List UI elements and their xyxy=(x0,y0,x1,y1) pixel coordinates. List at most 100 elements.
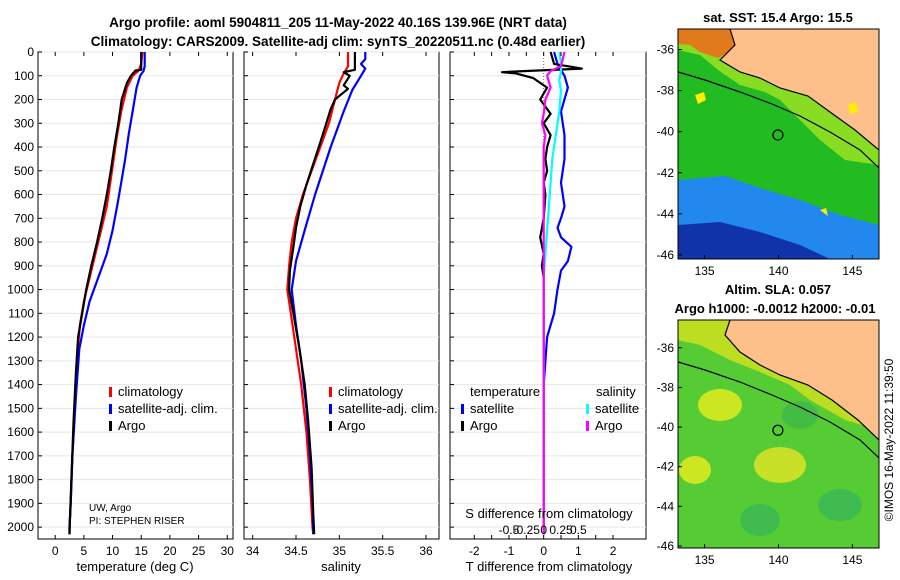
argo-position-marker xyxy=(772,129,784,141)
legend-label-climatology: climatology xyxy=(118,384,184,399)
legend-title-temperature: temperature xyxy=(470,384,540,399)
x-tick-label: 35 xyxy=(333,544,347,558)
legend-swatch-argo xyxy=(109,421,112,431)
map-y-tick-label: -46 xyxy=(657,248,675,262)
x2-tick-label: 0.25 xyxy=(549,523,573,537)
y-tick-label: 200 xyxy=(14,93,34,107)
legend-swatch-satellite xyxy=(109,404,112,414)
sst-heatmap xyxy=(678,29,879,259)
map-y-tick-label: -42 xyxy=(657,166,675,180)
legend-title-salinity: salinity xyxy=(596,384,636,399)
legend-label-climatology: climatology xyxy=(338,384,404,399)
x-tick-label: 0 xyxy=(540,544,547,558)
sla-map-subtitle: Argo h1000: -0.0012 h2000: -0.01 xyxy=(675,301,876,316)
sst-map-panel: sat. SST: 15.4 Argo: 15.5 135 140 145 -36 -3… xyxy=(657,10,880,278)
salinity-legend: climatology satellite-adj. clim. Argo xyxy=(329,384,438,433)
sla-map-title: Altim. SLA: 0.057 xyxy=(725,282,831,297)
map-y-tick-label: -36 xyxy=(657,341,675,355)
map-y-tick-label: -38 xyxy=(657,84,675,98)
sst-map-title: sat. SST: 15.4 Argo: 15.5 xyxy=(703,10,853,25)
x-tick-label: 5 xyxy=(81,544,88,558)
x-tick-label: 34 xyxy=(246,544,260,558)
salinity-plot-frame xyxy=(243,51,440,540)
legend-label-argo: Argo xyxy=(338,418,365,433)
sla-heatmap xyxy=(678,320,879,548)
annotation-pi: PI: STEPHEN RISER xyxy=(89,516,185,527)
x-tick-label: 36 xyxy=(419,544,433,558)
legend-label-satellite: satellite-adj. clim. xyxy=(118,401,218,416)
y-tick-label: 1700 xyxy=(7,449,34,463)
y-tick-label: 100 xyxy=(14,69,34,83)
temperature-plot-frame xyxy=(37,51,234,540)
x-tick-label: 35.5 xyxy=(371,544,395,558)
x-tick-label: 10 xyxy=(106,544,120,558)
legend-label-temp-argo: Argo xyxy=(470,418,497,433)
y-tick-label: 1600 xyxy=(7,425,34,439)
y-tick-label: 1500 xyxy=(7,401,34,415)
map-y-tick-label: -40 xyxy=(657,125,675,139)
map-x-tick-label: 145 xyxy=(842,553,862,567)
x-tick-label: 1 xyxy=(575,544,582,558)
x-tick-label: 2 xyxy=(610,544,617,558)
legend-swatch-argo xyxy=(329,421,332,431)
title-line-2: Climatology: CARS2009. Satellite-adj cli… xyxy=(91,34,585,49)
sla-map-panel: Altim. SLA: 0.057 Argo h1000: -0.0012 h2… xyxy=(657,282,880,567)
difference-plot-frame xyxy=(449,51,647,540)
y-tick-label: 1900 xyxy=(7,496,34,510)
temperature-legend: climatology satellite-adj. clim. Argo xyxy=(109,384,218,433)
series-line-argo xyxy=(68,52,143,535)
legend-swatch-sal-satellite xyxy=(586,404,589,414)
legend-swatch-sal-argo xyxy=(586,421,589,431)
y-tick-label: 500 xyxy=(14,164,34,178)
map-x-tick-label: 140 xyxy=(768,553,788,567)
map-x-tick-label: 135 xyxy=(695,553,715,567)
credit-timestamp: ©IMOS 16-May-2022 11:39:50 xyxy=(882,358,896,521)
legend-label-satellite: satellite-adj. clim. xyxy=(338,401,438,416)
legend-label-argo: Argo xyxy=(118,418,145,433)
y-tick-label: 600 xyxy=(14,188,34,202)
difference-x2-label: S difference from climatology xyxy=(465,506,633,521)
y-tick-label: 1000 xyxy=(7,283,34,297)
series-line-temperature-satellite xyxy=(542,51,573,535)
x-tick-label: -2 xyxy=(469,544,480,558)
series-line-argo xyxy=(288,52,356,535)
y-tick-label: 400 xyxy=(14,140,34,154)
legend-swatch-temp-argo xyxy=(461,421,464,431)
map-y-tick-label: -36 xyxy=(657,43,675,57)
y-tick-label: 300 xyxy=(14,116,34,130)
y-tick-label: 1300 xyxy=(7,354,34,368)
title-line-1: Argo profile: aoml 5904811_205 11-May-20… xyxy=(109,15,567,30)
x2-tick-label: 0 xyxy=(540,523,547,537)
x-tick-label: 25 xyxy=(192,544,206,558)
y-tick-label: 700 xyxy=(14,211,34,225)
map-y-tick-label: -42 xyxy=(657,460,675,474)
salinity-panel: 34 34.5 35 35.5 36 salinity climatology sate… xyxy=(243,51,440,574)
map-y-tick-label: -46 xyxy=(657,539,675,553)
legend-swatch-climatology xyxy=(109,387,112,397)
x2-tick-label: 0.5 xyxy=(570,523,587,537)
series-line-temperature-argo xyxy=(500,51,583,535)
x-tick-label: 30 xyxy=(221,544,235,558)
y-tick-label: 0 xyxy=(27,45,34,59)
y-tick-label: 800 xyxy=(14,235,34,249)
x-tick-label: -1 xyxy=(504,544,515,558)
y-tick-label: 1100 xyxy=(8,306,34,320)
series-line-salinity-argo xyxy=(540,51,566,535)
x2-tick-label: -0.25 xyxy=(513,523,541,537)
y-tick-label: 1200 xyxy=(7,330,34,344)
y-tick-label: 900 xyxy=(14,259,34,273)
salinity-x-label: salinity xyxy=(321,559,361,574)
x-tick-label: 20 xyxy=(163,544,177,558)
argo-position-marker xyxy=(772,424,784,436)
annotation-institution: UW, Argo xyxy=(89,503,132,514)
series-line-climatology xyxy=(286,52,350,535)
series-line-salinity-satellite xyxy=(542,51,563,535)
legend-swatch-climatology xyxy=(329,387,332,397)
map-y-tick-label: -44 xyxy=(657,207,675,221)
x-tick-label: 15 xyxy=(135,544,149,558)
y-tick-label: 2000 xyxy=(7,520,34,534)
y-tick-label: 1400 xyxy=(7,378,34,392)
temperature-x-label: temperature (deg C) xyxy=(76,559,193,574)
difference-legend: temperature salinity satellite Argo sate… xyxy=(461,384,639,433)
map-y-tick-label: -40 xyxy=(657,420,675,434)
